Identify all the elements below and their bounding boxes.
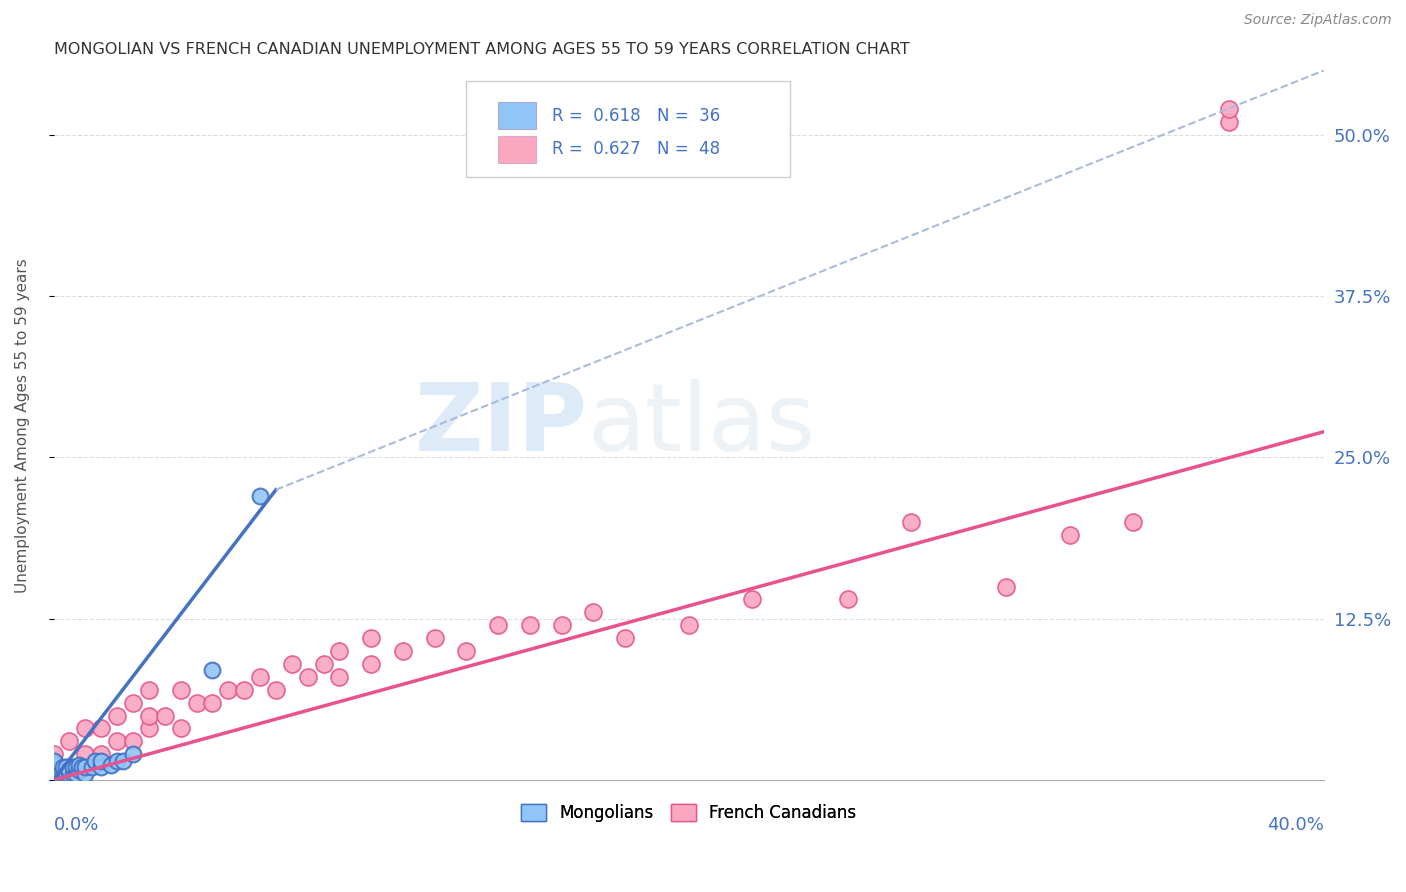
Point [90, 747, 112, 762]
Point [995, 580, 1018, 594]
FancyBboxPatch shape [467, 81, 790, 177]
Text: Source: ZipAtlas.com: Source: ZipAtlas.com [1244, 13, 1392, 28]
Point [519, 618, 541, 632]
FancyBboxPatch shape [498, 136, 536, 162]
Point [42, 763, 65, 777]
Point [456, 644, 478, 658]
Point [122, 734, 145, 748]
Point [153, 708, 176, 723]
Point [42, 766, 65, 780]
Point [49, 773, 72, 788]
Point [75, 766, 97, 780]
Point [328, 644, 350, 658]
Point [42, 760, 65, 774]
Point [52, 760, 75, 774]
Point [360, 657, 382, 671]
Point [80, 760, 103, 774]
Point [105, 754, 128, 768]
Point [90, 722, 112, 736]
Text: R =  0.618: R = 0.618 [551, 107, 640, 125]
Point [551, 618, 574, 632]
Point [70, 760, 93, 774]
Point [42, 754, 65, 768]
Point [264, 682, 287, 697]
Point [1218, 102, 1240, 116]
Point [65, 766, 87, 780]
Point [122, 696, 145, 710]
Point [312, 657, 335, 671]
Legend: Mongolians, French Canadians: Mongolians, French Canadians [515, 797, 863, 829]
Point [42, 747, 65, 762]
Point [58, 763, 80, 777]
Y-axis label: Unemployment Among Ages 55 to 59 years: Unemployment Among Ages 55 to 59 years [15, 258, 30, 592]
Point [58, 760, 80, 774]
Point [217, 682, 239, 697]
Point [281, 657, 304, 671]
Point [75, 722, 97, 736]
Point [112, 754, 135, 768]
Point [900, 515, 922, 529]
Point [1059, 528, 1081, 542]
Point [105, 708, 128, 723]
Point [741, 592, 763, 607]
Point [100, 757, 122, 772]
Point [83, 754, 105, 768]
Point [55, 766, 77, 780]
Point [201, 664, 224, 678]
Point [55, 760, 77, 774]
Point [360, 631, 382, 645]
Point [614, 631, 637, 645]
Point [201, 696, 224, 710]
Point [423, 631, 446, 645]
Point [58, 766, 80, 780]
Point [42, 773, 65, 788]
Point [392, 644, 415, 658]
Point [65, 760, 87, 774]
Point [678, 618, 700, 632]
Point [42, 756, 65, 771]
Point [1218, 115, 1240, 129]
Point [90, 760, 112, 774]
Point [75, 747, 97, 762]
Text: N =  36: N = 36 [657, 107, 720, 125]
Text: 0.0%: 0.0% [53, 815, 98, 833]
Point [169, 682, 191, 697]
Point [837, 592, 859, 607]
Point [42, 760, 65, 774]
Text: R =  0.627: R = 0.627 [551, 140, 640, 158]
Point [52, 773, 75, 788]
Point [249, 489, 271, 503]
Point [49, 766, 72, 780]
Point [122, 747, 145, 762]
Point [297, 670, 319, 684]
Point [90, 754, 112, 768]
Point [62, 760, 84, 774]
Point [233, 682, 256, 697]
Point [1122, 515, 1144, 529]
Point [67, 763, 90, 777]
FancyBboxPatch shape [498, 103, 536, 129]
Text: 40.0%: 40.0% [1267, 815, 1324, 833]
Point [582, 605, 605, 619]
Point [486, 618, 509, 632]
Point [42, 773, 65, 788]
Text: ZIP: ZIP [415, 379, 588, 471]
Point [169, 722, 191, 736]
Point [52, 766, 75, 780]
Text: N =  48: N = 48 [657, 140, 720, 158]
Point [58, 773, 80, 788]
Text: atlas: atlas [588, 379, 815, 471]
Point [105, 734, 128, 748]
Point [62, 766, 84, 780]
Point [249, 670, 271, 684]
Point [328, 670, 350, 684]
Point [186, 696, 208, 710]
Point [75, 760, 97, 774]
Point [138, 708, 160, 723]
Point [138, 722, 160, 736]
Point [67, 757, 90, 772]
Text: MONGOLIAN VS FRENCH CANADIAN UNEMPLOYMENT AMONG AGES 55 TO 59 YEARS CORRELATION : MONGOLIAN VS FRENCH CANADIAN UNEMPLOYMEN… [53, 42, 910, 57]
Point [58, 734, 80, 748]
Point [138, 682, 160, 697]
